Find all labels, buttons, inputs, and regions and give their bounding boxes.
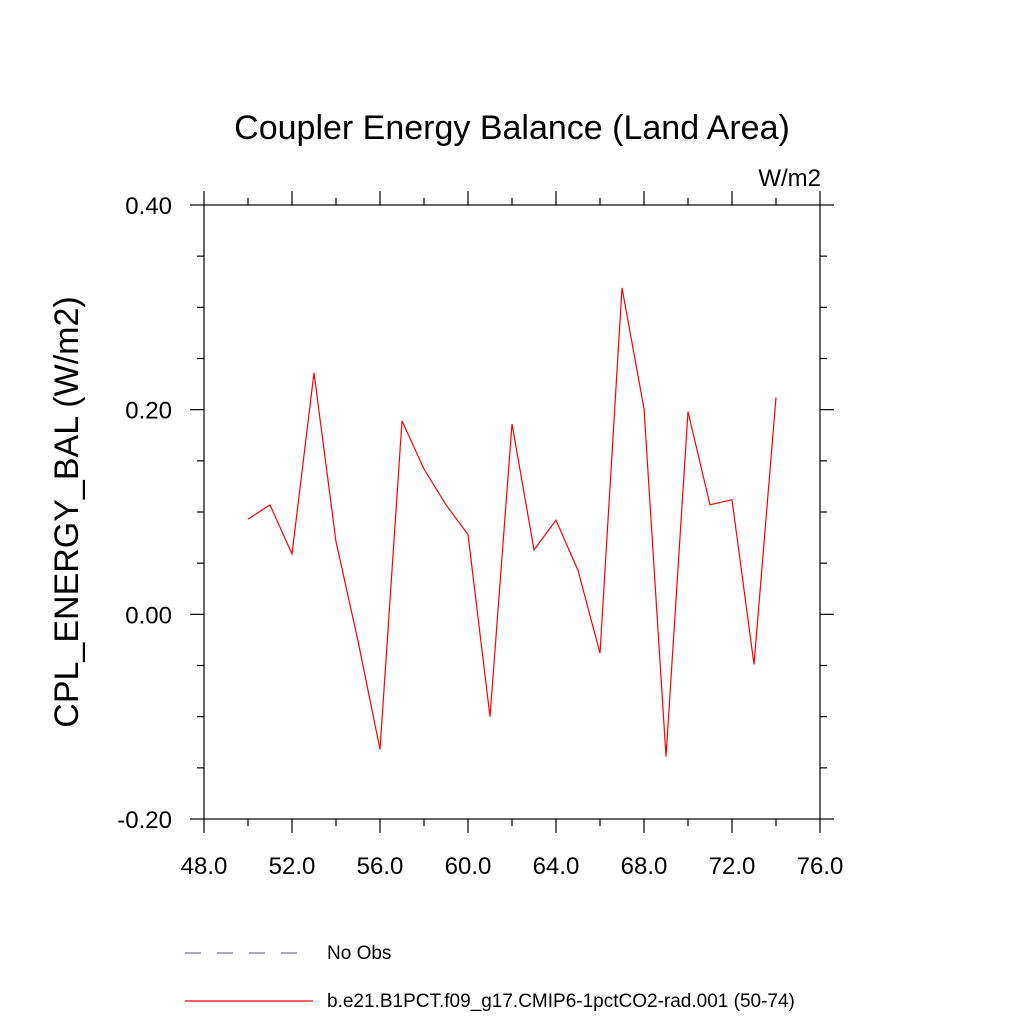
legend-label-no-obs: No Obs [327, 943, 391, 964]
legend-item-model: b.e21.B1PCT.f09_g17.CMIP6-1pctCO2-rad.00… [185, 991, 795, 1012]
x-tick-label: 52.0 [269, 853, 316, 880]
series-line-1 [247, 287, 777, 757]
legend: No Obs b.e21.B1PCT.f09_g17.CMIP6-1pctCO2… [185, 943, 795, 1012]
y-tick-label: 0.00 [125, 602, 172, 629]
legend-item-no-obs: No Obs [185, 943, 391, 964]
axis-ticks: 48.0 52.0 56.0 60.0 64.0 68.0 72.0 76.0 -0.20 0.0… [117, 191, 843, 880]
series-lines [247, 287, 777, 757]
x-tick-label: 76.0 [797, 853, 844, 880]
plot-area: 48.0 52.0 56.0 60.0 64.0 68.0 72.0 76.0 -0.20 0.0… [117, 191, 843, 880]
chart-title: Coupler Energy Balance (Land Area) [234, 109, 790, 147]
units-label: W/m2 [758, 165, 821, 192]
y-tick-label: 0.40 [125, 193, 172, 220]
x-tick-label: 64.0 [533, 853, 580, 880]
y-tick-label: 0.20 [125, 398, 172, 425]
x-tick-label: 48.0 [181, 853, 228, 880]
x-tick-label: 60.0 [445, 853, 492, 880]
plot-frame [203, 204, 821, 820]
x-tick-label: 56.0 [357, 853, 404, 880]
x-tick-label: 72.0 [709, 853, 756, 880]
x-tick-label: 68.0 [621, 853, 668, 880]
y-axis-label: CPL_ENERGY_BAL (W/m2) [48, 296, 86, 727]
y-tick-label: -0.20 [117, 807, 172, 834]
legend-label-model: b.e21.B1PCT.f09_g17.CMIP6-1pctCO2-rad.00… [327, 991, 795, 1012]
